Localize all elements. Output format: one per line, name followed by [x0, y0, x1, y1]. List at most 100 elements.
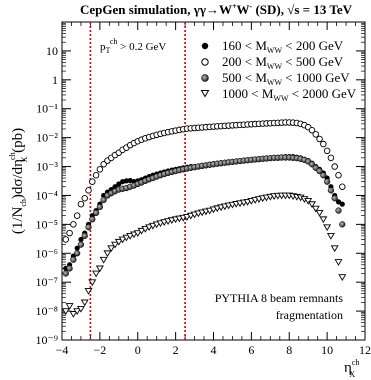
- y-tick-label: 10⁻²: [36, 131, 58, 145]
- data-point: [66, 229, 73, 237]
- cut-lines: [89, 22, 186, 340]
- data-point: [85, 187, 92, 194]
- data-point: [339, 201, 345, 207]
- data-point: [339, 183, 346, 191]
- y-tick-label: 10⁻³: [36, 160, 58, 174]
- data-point: [323, 147, 331, 155]
- data-point: [62, 270, 69, 277]
- data-point: [96, 166, 104, 173]
- data-point: [107, 245, 116, 253]
- data-point: [123, 178, 129, 184]
- data-point: [335, 171, 342, 179]
- legend-marker-open-triangle: [200, 90, 210, 98]
- cut-annotation: pTch > 0.2 GeV: [100, 37, 166, 55]
- legend-marker-shaded-circle: [201, 74, 209, 82]
- data-point: [316, 135, 323, 143]
- x-tick-label: −2: [93, 343, 106, 357]
- data-point: [122, 234, 131, 242]
- data-point: [84, 288, 93, 295]
- data-point: [74, 245, 80, 251]
- data-point: [308, 161, 316, 168]
- x-axis-label: ηch X: [344, 358, 359, 379]
- x-axis: −4 −2 0 2 4 6 8 10 12: [56, 22, 371, 357]
- data-point: [116, 181, 122, 187]
- data-point: [73, 212, 81, 219]
- y-tick-label: 10⁻¹: [36, 102, 58, 116]
- series-4: [61, 192, 347, 318]
- data-point: [99, 256, 108, 264]
- x-tick-label: 4: [211, 343, 217, 357]
- x-tick-label: −4: [56, 343, 69, 357]
- y-tick-label: 10⁻⁸: [35, 304, 58, 318]
- legend-label-4: 1000 < MWW < 2000 GeV: [222, 86, 357, 103]
- data-point: [311, 205, 320, 213]
- x-tick-label: 6: [248, 343, 254, 357]
- data-point: [61, 308, 70, 315]
- data-point: [76, 305, 85, 313]
- data-point: [338, 274, 347, 281]
- y-tick-label: 10: [46, 44, 58, 58]
- data-point: [77, 241, 85, 248]
- data-point: [118, 236, 127, 244]
- data-point: [339, 221, 346, 228]
- data-point: [327, 187, 335, 194]
- data-point: [100, 196, 107, 204]
- data-point: [96, 203, 104, 211]
- x-tick-label: 10: [321, 343, 333, 357]
- data-point: [74, 250, 81, 257]
- data-point: [327, 154, 335, 162]
- data-point: [88, 279, 97, 287]
- data-point: [89, 178, 96, 185]
- data-point: [103, 250, 112, 258]
- legend: 160 < MWW < 200 GeV 200 < MWW < 500 GeV …: [200, 38, 357, 103]
- legend-marker-open-circle: [201, 58, 209, 66]
- data-point: [65, 303, 74, 310]
- x-tick-label: 12: [359, 343, 371, 357]
- footer-annotation-line-1: PYTHIA 8 beam remnants: [215, 291, 344, 305]
- data-point: [315, 210, 324, 217]
- data-point: [81, 195, 88, 202]
- y-tick-label: 10⁻⁷: [35, 275, 58, 289]
- legend-label-1: 160 < MWW < 200 GeV: [222, 38, 344, 55]
- data-point: [316, 167, 323, 175]
- data-point: [77, 200, 85, 208]
- chart-title: CepGen simulation, γγ→W+W- (SD), √s = 13…: [80, 2, 353, 17]
- data-point: [323, 224, 332, 232]
- series-2: [62, 119, 346, 243]
- data-point: [62, 236, 70, 243]
- data-point: [92, 171, 100, 179]
- data-point: [80, 299, 89, 307]
- data-point: [312, 131, 320, 138]
- data-point: [335, 199, 342, 205]
- y-tick-label: 10⁻⁶: [35, 246, 58, 260]
- y-tick-label: 1: [52, 73, 58, 87]
- data-point: [320, 140, 327, 148]
- data-point: [141, 225, 150, 233]
- data-point: [137, 227, 146, 235]
- x-tick-label: 8: [286, 343, 292, 357]
- data-point: [129, 231, 138, 239]
- data-point: [148, 222, 157, 230]
- data-point: [330, 245, 339, 253]
- series-3: [62, 154, 346, 277]
- y-tick-label: 10⁻⁵: [35, 217, 58, 231]
- data-point: [69, 311, 78, 318]
- data-point: [133, 230, 142, 237]
- data-point: [78, 236, 84, 243]
- series-layer: [61, 119, 347, 318]
- x-tick-label: 0: [135, 343, 141, 357]
- y-axis: 10⁻⁹ 10⁻⁸ 10⁻⁷ 10⁻⁶ 10⁻⁵ 10⁻⁴ 10⁻³ 10⁻² 10⁻¹ 1 10: [35, 21, 365, 347]
- data-point: [73, 308, 82, 315]
- data-point: [100, 161, 107, 168]
- data-point: [66, 265, 73, 272]
- data-point: [126, 233, 135, 240]
- data-point: [81, 232, 88, 240]
- y-tick-label: 10⁻⁴: [35, 188, 58, 202]
- data-point: [331, 163, 338, 170]
- data-point: [85, 224, 92, 231]
- data-point: [70, 221, 77, 228]
- data-point: [331, 195, 338, 202]
- data-point: [145, 224, 154, 232]
- data-point: [95, 265, 104, 273]
